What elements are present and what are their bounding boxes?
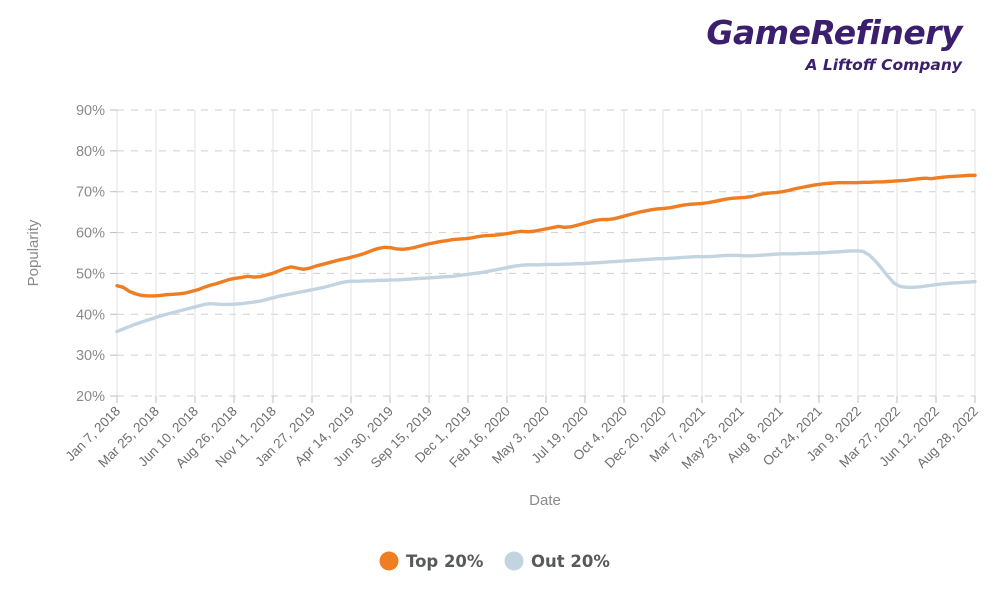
y-tick-label: 90% bbox=[76, 103, 105, 119]
x-axis-title: Date bbox=[529, 492, 561, 509]
y-tick-label: 80% bbox=[76, 144, 105, 160]
y-tick-label: 20% bbox=[76, 389, 105, 405]
series-line-top-20 bbox=[115, 173, 977, 298]
axis-titles: Date Popularity bbox=[25, 219, 561, 509]
y-tick-label: 70% bbox=[76, 185, 105, 201]
gamerefinery-logo: GameRefinery A Liftoff Company bbox=[706, 16, 962, 74]
horizontal-gridlines bbox=[117, 109, 975, 397]
logo-tagline: A Liftoff Company bbox=[805, 56, 962, 74]
legend-swatch-1 bbox=[379, 551, 399, 571]
chart-legend: Top 20% Out 20% bbox=[379, 551, 610, 571]
vertical-gridlines bbox=[116, 110, 976, 403]
y-axis-title: Popularity bbox=[25, 219, 42, 286]
series-line-out-20 bbox=[115, 249, 977, 334]
data-series-layer bbox=[115, 173, 977, 334]
y-tick-label: 30% bbox=[76, 348, 105, 364]
legend-label-1: Top 20% bbox=[406, 552, 484, 571]
y-axis-ticks: 20% 30% 40% 50% 60% 70% 80% 90% bbox=[76, 103, 117, 405]
y-tick-label: 50% bbox=[76, 266, 105, 282]
legend-label-2: Out 20% bbox=[531, 552, 610, 571]
y-tick-label: 60% bbox=[76, 226, 105, 242]
y-tick-label: 40% bbox=[76, 307, 105, 323]
logo-wordmark: GameRefinery bbox=[706, 13, 962, 52]
legend-swatch-2 bbox=[504, 551, 524, 571]
